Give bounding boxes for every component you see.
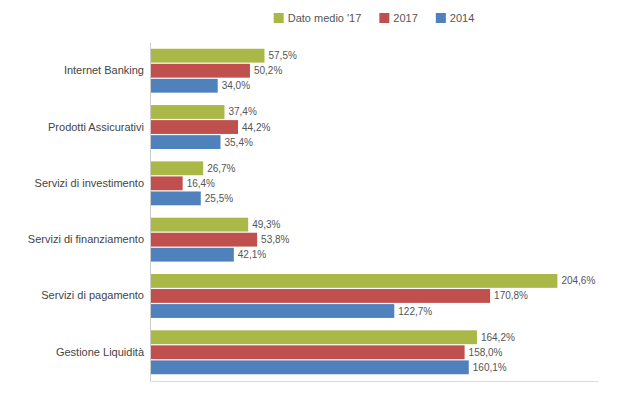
tick-label: Servizi di pagamento bbox=[41, 289, 144, 301]
legend-item: Dato medio '17 bbox=[274, 12, 362, 24]
bar bbox=[150, 176, 183, 190]
tick: Prodotti Assicurativi bbox=[48, 121, 150, 133]
axis-line bbox=[151, 381, 599, 382]
data-label: 34,0% bbox=[222, 80, 250, 91]
data-label: 57,5% bbox=[268, 50, 296, 61]
tick: Servizi di pagamento bbox=[41, 289, 150, 301]
bar bbox=[150, 191, 201, 205]
tick: Internet Banking bbox=[64, 64, 150, 76]
bar bbox=[150, 161, 203, 175]
bar bbox=[150, 64, 250, 78]
legend: Dato medio '17 2017 2014 bbox=[274, 12, 475, 24]
data-label: 25,5% bbox=[205, 193, 233, 204]
y-axis: Gestione Liquidità Servizi di pagamento Se… bbox=[28, 43, 151, 382]
tick-label: Gestione Liquidità bbox=[56, 346, 145, 358]
bar bbox=[150, 274, 557, 288]
legend-swatch bbox=[379, 13, 389, 23]
data-label: 170,8% bbox=[494, 290, 528, 301]
plot: 164,2% 204,6% 49,3% 26,7% 37,4% 57,5% 158,0% 17… bbox=[28, 43, 599, 382]
legend-label: 2014 bbox=[450, 12, 474, 24]
bar bbox=[150, 248, 234, 262]
legend-label: Dato medio '17 bbox=[288, 12, 362, 24]
tick-label: Servizi di finanziamento bbox=[28, 233, 144, 245]
data-labels: 164,2% 204,6% 49,3% 26,7% 37,4% 57,5% 158,0% 17… bbox=[187, 50, 596, 373]
data-label: 49,3% bbox=[252, 219, 280, 230]
bar bbox=[150, 304, 394, 318]
chart: 164,2% 204,6% 49,3% 26,7% 37,4% 57,5% 158,0% 17… bbox=[0, 0, 628, 403]
data-label: 53,8% bbox=[261, 234, 289, 245]
legend-label: 2017 bbox=[393, 12, 417, 24]
bar bbox=[150, 105, 224, 119]
data-label: 16,4% bbox=[187, 178, 215, 189]
data-label: 204,6% bbox=[561, 275, 595, 286]
bar bbox=[150, 135, 220, 149]
bar bbox=[150, 289, 490, 303]
tick-label: Prodotti Assicurativi bbox=[48, 121, 144, 133]
bar bbox=[150, 79, 218, 93]
data-label: 122,7% bbox=[398, 306, 432, 317]
data-label: 50,2% bbox=[254, 65, 282, 76]
legend-item: 2014 bbox=[436, 12, 474, 24]
bar bbox=[150, 360, 469, 374]
data-label: 42,1% bbox=[238, 249, 266, 260]
legend-swatch bbox=[436, 13, 446, 23]
bar bbox=[150, 120, 238, 134]
tick-label: Internet Banking bbox=[64, 64, 144, 76]
tick: Servizi di investimento bbox=[35, 177, 150, 189]
bar bbox=[150, 49, 264, 63]
data-label: 160,1% bbox=[473, 362, 507, 373]
legend-item: 2017 bbox=[379, 12, 417, 24]
axis-line bbox=[150, 43, 151, 382]
data-label: 44,2% bbox=[242, 122, 270, 133]
bars bbox=[150, 49, 557, 374]
data-label: 158,0% bbox=[469, 347, 503, 358]
data-label: 164,2% bbox=[481, 332, 515, 343]
bar bbox=[150, 233, 257, 247]
bar bbox=[150, 218, 248, 232]
data-label: 26,7% bbox=[207, 163, 235, 174]
tick: Servizi di finanziamento bbox=[28, 233, 150, 245]
bar bbox=[150, 345, 465, 359]
tick-label: Servizi di investimento bbox=[35, 177, 144, 189]
x-axis bbox=[151, 381, 599, 382]
data-label: 37,4% bbox=[228, 106, 256, 117]
legend-swatch bbox=[274, 13, 284, 23]
bar bbox=[150, 330, 477, 344]
tick: Gestione Liquidità bbox=[56, 346, 150, 358]
data-label: 35,4% bbox=[224, 137, 252, 148]
